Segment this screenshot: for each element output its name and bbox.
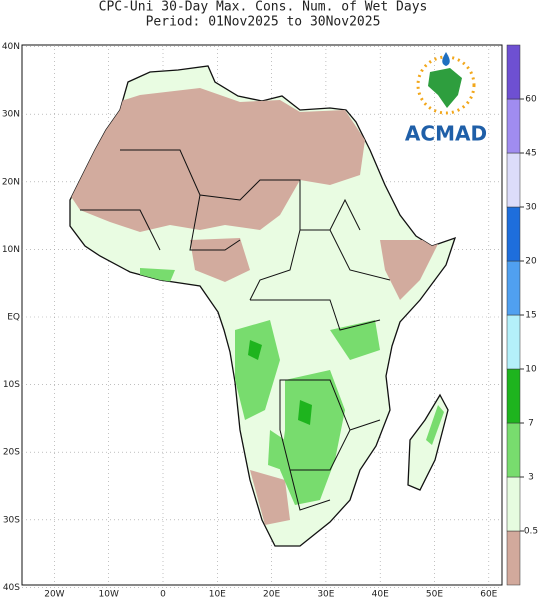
- colorbar-label: 45: [525, 149, 536, 159]
- lat-tick-label: 40N: [2, 42, 20, 52]
- colorbar-swatch: [506, 206, 521, 262]
- lon-tick-label: 0: [160, 590, 166, 600]
- colorbar-swatch: [506, 98, 521, 154]
- colorbar-label: 60: [525, 95, 537, 105]
- colorbar-label: 0.5: [524, 527, 538, 537]
- lat-tick-label: 30S: [3, 515, 20, 525]
- colorbar-swatch: [506, 314, 521, 370]
- colorbar-label: 30: [525, 203, 537, 213]
- colorbar-swatch: [506, 44, 521, 100]
- colorbar-label: 3: [528, 473, 534, 483]
- lon-tick-label: 40E: [372, 590, 389, 600]
- subtitle: Period: 01Nov2025 to 30Nov2025: [146, 15, 381, 30]
- colorbar-swatch: [506, 368, 521, 424]
- colorbar: 0.5 3 7 10 15 20 30 45 60: [506, 44, 538, 586]
- colorbar-label: 20: [525, 257, 537, 267]
- colorbar-swatch: [506, 476, 521, 532]
- title: CPC-Uni 30-Day Max. Cons. Num. of Wet Da…: [99, 0, 428, 15]
- lon-tick-label: 20W: [44, 590, 64, 600]
- lat-tick-label: EQ: [7, 313, 20, 323]
- lon-tick-label: 10E: [209, 590, 226, 600]
- colorbar-label: 10: [525, 365, 537, 375]
- lon-tick-label: 20E: [263, 590, 280, 600]
- logo-text: ACMAD: [405, 122, 487, 146]
- colorbar-swatch: [506, 530, 521, 586]
- colorbar-swatch: [506, 152, 521, 208]
- lat-tick-label: 10S: [3, 380, 20, 390]
- colorbar-label: 15: [525, 311, 536, 321]
- lat-tick-label: 20S: [3, 448, 20, 458]
- africa: [69, 65, 457, 547]
- acmad-logo: ACMAD: [405, 52, 487, 146]
- lon-tick-label: 60E: [480, 590, 497, 600]
- lat-tick-label: 30N: [2, 110, 20, 120]
- lon-tick-label: 50E: [426, 590, 443, 600]
- lon-tick-label: 30E: [317, 590, 334, 600]
- lat-tick-label: 10N: [2, 245, 20, 255]
- lat-tick-label: 20N: [2, 177, 20, 187]
- colorbar-swatch: [506, 260, 521, 316]
- colorbar-swatch: [506, 422, 521, 478]
- lon-tick-label: 10W: [99, 590, 119, 600]
- colorbar-label: 7: [528, 419, 534, 429]
- lat-tick-label: 40S: [3, 583, 20, 593]
